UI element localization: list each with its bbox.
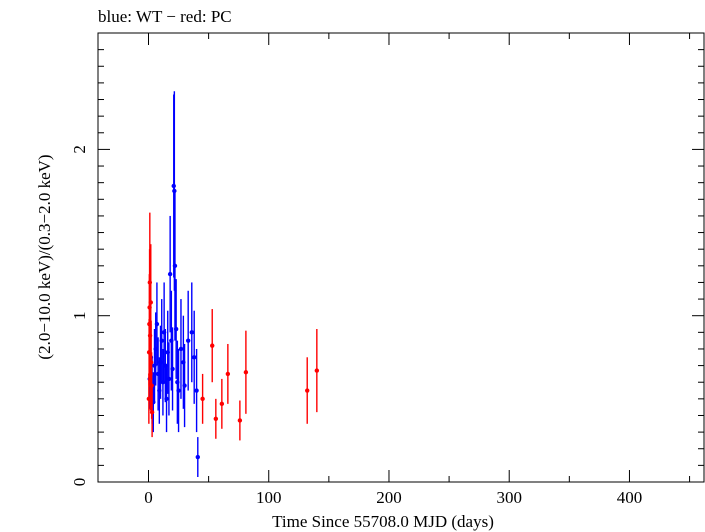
data-point: [210, 343, 215, 348]
x-tick-label: 200: [376, 488, 402, 507]
data-point: [213, 416, 219, 422]
data-point: [148, 300, 153, 305]
x-tick-label: 400: [617, 488, 643, 507]
data-point: [178, 346, 184, 352]
data-points: [146, 91, 320, 478]
x-tick-label: 0: [144, 488, 153, 507]
y-tick-label: 1: [70, 311, 89, 320]
tick-labels: 0 100 200 300 400 0 1 2: [70, 145, 642, 507]
data-point: [149, 383, 154, 388]
data-point: [170, 366, 175, 372]
plot-frame: [97, 32, 705, 483]
data-point: [237, 418, 243, 423]
data-point: [189, 330, 194, 335]
data-point: [176, 388, 181, 393]
data-point: [149, 409, 155, 415]
x-tick-label: 100: [256, 488, 282, 507]
data-point: [305, 388, 310, 393]
data-point: [195, 454, 200, 460]
data-point: [185, 338, 191, 343]
data-point: [154, 321, 160, 327]
data-point: [314, 368, 320, 373]
data-point: [191, 355, 197, 360]
data-point: [194, 388, 199, 393]
axis-ticks: [98, 33, 704, 483]
x-tick-label: 300: [496, 488, 522, 507]
y-axis-label: (2.0−10.0 keV)/(0.3−2.0 keV): [35, 154, 54, 359]
data-point: [243, 370, 249, 375]
data-point: [172, 263, 178, 269]
data-point: [182, 383, 187, 388]
data-point: [166, 376, 172, 382]
data-point: [219, 401, 225, 407]
x-axis-label: Time Since 55708.0 MJD (days): [272, 512, 494, 531]
data-point: [164, 396, 169, 402]
y-tick-label: 2: [70, 145, 89, 154]
y-tick-label: 0: [70, 478, 89, 487]
data-point: [167, 271, 173, 277]
data-point: [159, 338, 164, 343]
chart-title: blue: WT − red: PC: [98, 7, 232, 26]
data-point: [200, 396, 205, 402]
data-point: [225, 371, 231, 377]
data-point: [173, 326, 179, 332]
